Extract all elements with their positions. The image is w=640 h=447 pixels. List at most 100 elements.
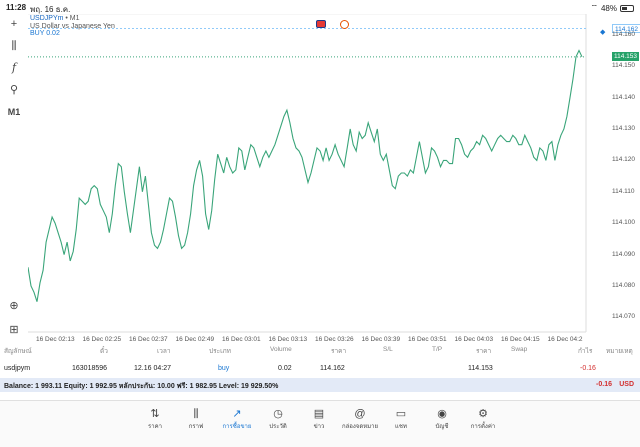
nav-account-label: บัญชี (435, 424, 449, 430)
nav-chat-label: แชท (395, 424, 407, 430)
col-ticket: ตั๋ว (100, 348, 108, 355)
news-icon: ▤ (313, 408, 325, 420)
nav-news[interactable]: ▤ ข่าว (299, 407, 339, 431)
nav-settings[interactable]: ⚙ การตั้งค่า (463, 407, 503, 431)
battery-percent: 48% (600, 3, 617, 13)
nav-mailbox[interactable]: @ กล่องจดหมาย (340, 407, 380, 431)
crosshair-icon[interactable]: + (10, 18, 18, 30)
wifi-icon: ⌔ (590, 3, 598, 12)
price-axis-label: 114.100 (612, 219, 636, 227)
time-axis-label: 16 Dec 03:26 (315, 336, 354, 343)
price-axis-label: 114.120 (612, 156, 636, 164)
nav-chat[interactable]: ▭ แชท (381, 407, 421, 431)
balance-currency: USD (619, 381, 634, 388)
col-type: ประเภท (209, 348, 231, 355)
price-axis-label: 114.140 (612, 93, 636, 101)
price-series-line (28, 49, 583, 302)
last-price-tag: 114.153 (612, 51, 640, 61)
trade-row[interactable]: usdjpym 163018596 12.16 04:27 buy 0.02 1… (0, 362, 640, 376)
col-price: ราคา (331, 348, 347, 355)
col-volume: Volume (270, 346, 292, 353)
row-symbol: usdjpym (4, 365, 31, 372)
nav-history[interactable]: ◷ ประวัติ (258, 407, 298, 431)
status-right: ⌔ 48% (590, 3, 634, 13)
time-axis-label: 16 Dec 03:01 (222, 336, 261, 343)
time-axis-label: 16 Dec 03:51 (408, 336, 447, 343)
nav-trade[interactable]: ↗ การซื้อขาย (217, 407, 257, 431)
at-icon: @ (354, 408, 366, 420)
price-axis-label: 114.110 (612, 187, 635, 195)
status-time: 11:28 (6, 3, 27, 12)
nav-charts[interactable]: ⫼ กราฟ (176, 407, 216, 431)
price-axis-label: 114.150 (612, 62, 636, 70)
time-axis-label: 16 Dec 04:15 (501, 336, 540, 343)
jp-flag-icon (340, 20, 349, 29)
buy-position-label[interactable]: BUY 0.02 (30, 30, 60, 37)
trade-chart-icon: ↗ (232, 408, 242, 420)
zoom-icon[interactable]: ⊕ (9, 300, 19, 312)
row-profit: -0.16 (580, 365, 596, 372)
symbol-name: USDJPYm (30, 15, 64, 22)
row-current-price: 114.153 (468, 365, 493, 372)
nav-mailbox-label: กล่องจดหมาย (341, 424, 379, 430)
col-current-price: ราคา (476, 348, 492, 355)
row-open-price: 114.162 (320, 365, 345, 372)
nav-quotes[interactable]: ⇅ ราคา (135, 407, 175, 431)
time-axis-label: 16 Dec 02:49 (175, 336, 215, 343)
nav-trade-label: การซื้อขาย (222, 424, 252, 430)
time-axis-label: 16 Dec 02:13 (36, 336, 75, 343)
nav-news-label: ข่าว (313, 424, 325, 430)
time-axis-label: 16 Dec 04:03 (454, 336, 494, 343)
buy-arrow-icon: ◆ (600, 29, 606, 36)
balance-text: Balance: 1 993.11 Equity: 1 992.95 หลักป… (4, 383, 279, 390)
col-comment: หมายเหตุ (606, 348, 633, 355)
price-axis-label: 114.160 (612, 30, 636, 38)
chart-toolbar: + ⫼ f ⚲ M1 ⊕ ⊞ (0, 14, 28, 344)
updown-arrows-icon: ⇅ (150, 408, 160, 420)
status-bar: 11:28 พฤ. 16 ธ.ค. ⌔ 48% (0, 0, 640, 14)
nav-quotes-label: ราคา (148, 424, 162, 430)
chat-icon: ▭ (395, 408, 407, 420)
nav-charts-label: กราฟ (188, 424, 204, 430)
time-axis-label: 16 Dec 02:37 (129, 336, 168, 343)
col-sl: S/L (383, 346, 393, 353)
price-axis-label: 114.090 (612, 250, 636, 258)
status-date: พฤ. 16 ธ.ค. (30, 5, 71, 14)
nav-settings-label: การตั้งค่า (470, 424, 496, 430)
row-time: 12.16 04:27 (134, 365, 171, 372)
price-axis-label: 114.070 (612, 313, 636, 321)
bottom-nav: ⇅ ราคา ⫼ กราฟ ↗ การซื้อขาย ◷ ประวัติ ▤ ข่าว @… (0, 400, 640, 447)
col-time: เวลา (157, 348, 171, 355)
timeframe-button[interactable]: M1 (7, 107, 21, 117)
col-tp: T/P (432, 346, 443, 353)
price-axis-label: 114.130 (612, 125, 636, 133)
time-axis-label: 16 Dec 04:2 (547, 336, 583, 343)
symbol-timeframe: • M1 (65, 15, 80, 22)
nav-account[interactable]: ◉ บัญชี (422, 407, 462, 431)
nav-history-label: ประวัติ (269, 424, 287, 430)
row-type: buy (218, 365, 230, 372)
account-icon: ◉ (437, 408, 447, 420)
row-volume: 0.02 (278, 365, 292, 372)
objects-icon[interactable]: ⚲ (9, 84, 19, 96)
time-axis-label: 16 Dec 02:25 (82, 336, 122, 343)
balance-bar: Balance: 1 993.11 Equity: 1 992.95 หลักป… (0, 378, 640, 392)
indicators-icon[interactable]: f (11, 61, 17, 74)
price-axis-label: 114.080 (612, 282, 636, 290)
col-profit: กำไร (578, 348, 593, 355)
chart-bars-icon: ⫼ (193, 408, 199, 420)
buy-price-tag: 114.162 (612, 23, 640, 33)
battery-icon (620, 4, 634, 12)
chart-area[interactable]: ◆ USDJPYm • M1 US Dollar vs Japanese Yen… (28, 14, 640, 344)
symbol-description: US Dollar vs Japanese Yen (30, 23, 115, 30)
new-order-icon[interactable]: ⊞ (9, 324, 19, 336)
gear-icon: ⚙ (478, 408, 488, 420)
us-flag-icon (316, 20, 326, 28)
time-axis-label: 16 Dec 03:13 (268, 336, 308, 343)
col-swap: Swap (511, 346, 528, 353)
row-ticket: 163018596 (72, 365, 108, 372)
chart-type-icon[interactable]: ⫼ (11, 40, 17, 52)
time-axis-label: 16 Dec 03:39 (361, 336, 401, 343)
price-chart: ◆ (28, 14, 606, 333)
symbol-title: USDJPYm • M1 (30, 15, 80, 22)
